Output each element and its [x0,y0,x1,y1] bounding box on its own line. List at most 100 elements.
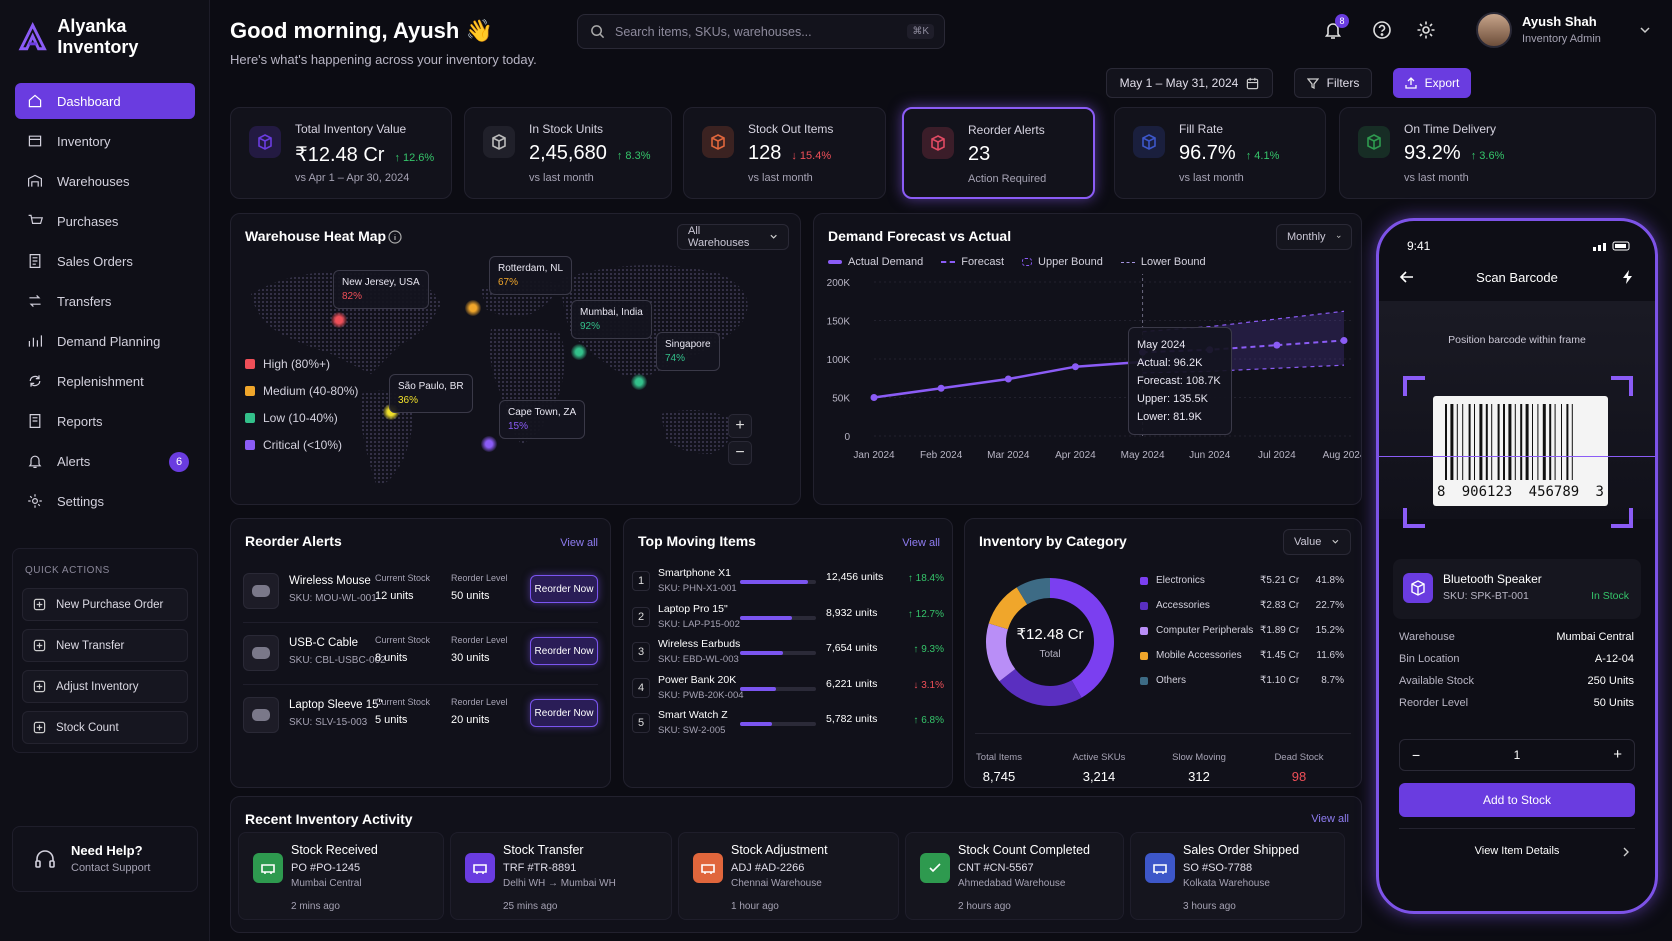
warehouse-pin-label[interactable]: Rotterdam, NL 67% [489,256,573,295]
warehouse-filter-dropdown[interactable]: All Warehouses [677,224,789,250]
sidebar-item-demand-planning[interactable]: Demand Planning [15,323,195,359]
flash-icon[interactable] [1621,269,1635,285]
kpi-card-5[interactable]: Fill Rate 96.7% ↑ 4.1% vs last month [1114,107,1326,199]
export-button[interactable]: Export [1393,68,1471,98]
period-dropdown[interactable]: Monthly [1276,224,1352,250]
logo-icon [18,22,47,51]
data-point[interactable] [937,384,945,392]
top-moving-row[interactable]: 2 Laptop Pro 15" SKU: LAP-P15-002 8,932 uni… [632,603,944,635]
decrement-button[interactable]: − [1412,747,1421,763]
data-point[interactable] [1340,337,1348,345]
kpi-card-3[interactable]: Stock Out Items 128 ↓ 15.4% vs last month [683,107,886,199]
warehouse-marker[interactable] [465,300,481,316]
kpi-card-1[interactable]: Total Inventory Value ₹12.48 Cr ↑ 12.6% vs … [230,107,452,199]
sidebar-item-transfers[interactable]: Transfers [15,283,195,319]
sidebar-item-inventory[interactable]: Inventory [15,123,195,159]
activity-card[interactable]: Stock Adjustment ADJ #AD-2266 Chennai Ware… [678,832,899,920]
quantity-value[interactable]: 1 [1513,748,1521,762]
donut-slice-mobile-accessories[interactable] [988,587,1028,630]
category-legend-row[interactable]: Mobile Accessories ₹1.45 Cr 11.6% [1140,649,1344,665]
notifications-button[interactable]: 8 [1323,14,1349,42]
help-subtitle[interactable]: Contact Support [71,861,151,874]
quick-action-adjust-inventory[interactable]: Adjust Inventory [22,670,188,703]
donut-slice-computer-peripherals[interactable] [986,623,1016,682]
top-moving-row[interactable]: 3 Wireless Earbuds SKU: EBD-WL-003 7,654 un… [632,638,944,670]
activity-card[interactable]: Stock Count Completed CNT #CN-5567 Ahmedab… [905,832,1124,920]
top-moving-row[interactable]: 5 Smart Watch Z SKU: SW-2-005 5,782 units ↑ … [632,709,944,741]
sidebar-item-settings[interactable]: Settings [15,483,195,519]
zoom-out-button[interactable]: − [728,441,752,465]
quick-action-new-purchase-order[interactable]: New Purchase Order [22,588,188,621]
warehouse-pin-label[interactable]: New Jersey, USA 82% [333,270,429,309]
data-point[interactable] [1071,363,1079,371]
kpi-value: 2,45,680 ↑ 8.3% [529,142,651,165]
category-legend-row[interactable]: Electronics ₹5.21 Cr 41.8% [1140,574,1344,590]
quick-action-new-transfer[interactable]: New Transfer [22,629,188,662]
sidebar-item-warehouses[interactable]: Warehouses [15,163,195,199]
search-input[interactable]: Search items, SKUs, warehouses... ⌘K [577,14,945,49]
y-tick-label: 150K [827,317,851,328]
info-label: Bin Location [1399,653,1460,665]
kpi-card-4[interactable]: Reorder Alerts 23 Action Required [902,107,1095,199]
sidebar-item-purchases[interactable]: Purchases [15,203,195,239]
user-menu[interactable]: Ayush Shah Inventory Admin [1476,12,1651,48]
top-moving-row[interactable]: 1 Smartphone X1 SKU: PHN-X1-001 12,456 unit… [632,567,944,599]
warehouse-marker[interactable] [571,344,587,360]
donut-slice-electronics[interactable] [1050,578,1114,698]
activity-location: Ahmedabad Warehouse [958,878,1066,889]
barcode-group-1: 906123 [1461,484,1513,500]
increment-button[interactable]: + [1613,746,1622,763]
help-card[interactable]: Need Help? Contact Support [12,826,198,892]
reorder-view-all[interactable]: View all [560,537,598,549]
sidebar-item-dashboard[interactable]: Dashboard [15,83,195,119]
category-legend-row[interactable]: Accessories ₹2.83 Cr 22.7% [1140,599,1344,615]
warehouse-marker[interactable] [331,312,347,328]
quantity-stepper[interactable]: − 1 + [1399,739,1635,771]
quick-action-stock-count[interactable]: Stock Count [22,711,188,744]
add-to-stock-button[interactable]: Add to Stock [1399,783,1635,817]
sidebar-item-alerts[interactable]: Alerts 6 [15,443,195,479]
kpi-card-6[interactable]: On Time Delivery 93.2% ↑ 3.6% vs last month [1339,107,1656,199]
rank-number: 1 [632,571,650,591]
top-moving-row[interactable]: 4 Power Bank 20K SKU: PWB-20K-004 6,221 uni… [632,674,944,706]
kpi-card-2[interactable]: In Stock Units 2,45,680 ↑ 8.3% vs last mont… [464,107,672,199]
activity-card[interactable]: Stock Received PO #PO-1245 Mumbai Central 2… [238,832,444,920]
back-arrow-icon[interactable] [1399,269,1415,285]
category-legend-row[interactable]: Others ₹1.10 Cr 8.7% [1140,674,1344,690]
warehouse-pin-label[interactable]: São Paulo, BR 36% [389,374,473,413]
top-moving-view-all[interactable]: View all [902,537,940,549]
warehouse-pin-label[interactable]: Cape Town, ZA 15% [499,400,586,439]
movement-bar [740,722,816,726]
reorder-now-button[interactable]: Reorder Now [530,575,598,603]
data-point[interactable] [870,394,878,401]
zoom-in-button[interactable]: + [728,414,752,438]
warehouse-pin-label[interactable]: Mumbai, India 92% [571,300,652,339]
filters-button[interactable]: Filters [1294,68,1372,98]
stat-label: Total Items [976,752,1022,763]
donut-slice-others[interactable] [1016,578,1050,605]
warehouse-marker[interactable] [631,374,647,390]
sidebar-item-sales-orders[interactable]: Sales Orders [15,243,195,279]
settings-button[interactable] [1416,20,1438,42]
activity-card[interactable]: Sales Order Shipped SO #SO-7788 Kolkata Wa… [1130,832,1345,920]
view-item-details-link[interactable]: View Item Details [1474,845,1560,857]
activity-card[interactable]: Stock Transfer TRF #TR-8891 Delhi WH → Mum… [450,832,672,920]
reorder-now-button[interactable]: Reorder Now [530,699,598,727]
reorder-now-button[interactable]: Reorder Now [530,637,598,665]
gear-icon [28,494,42,508]
warehouse-pin-label[interactable]: Singapore 74% [656,332,720,371]
warehouse-marker[interactable] [481,436,497,452]
category-legend-row[interactable]: Computer Peripherals ₹1.89 Cr 15.2% [1140,624,1344,640]
units-moved: 12,456 units [826,571,884,583]
help-button[interactable] [1372,20,1394,42]
sidebar-item-reports[interactable]: Reports [15,403,195,439]
brand-logo[interactable]: Alyanka Inventory [18,16,209,58]
kpi-value-text: 128 [748,142,782,164]
activity-view-all[interactable]: View all [1311,813,1349,825]
data-point[interactable] [1004,375,1012,383]
sidebar-item-replenishment[interactable]: Replenishment [15,363,195,399]
category-metric-dropdown[interactable]: Value [1283,529,1351,555]
date-range-picker[interactable]: May 1 – May 31, 2024 [1106,68,1273,98]
data-point[interactable] [1273,341,1281,349]
donut-slice-accessories[interactable] [999,668,1082,706]
